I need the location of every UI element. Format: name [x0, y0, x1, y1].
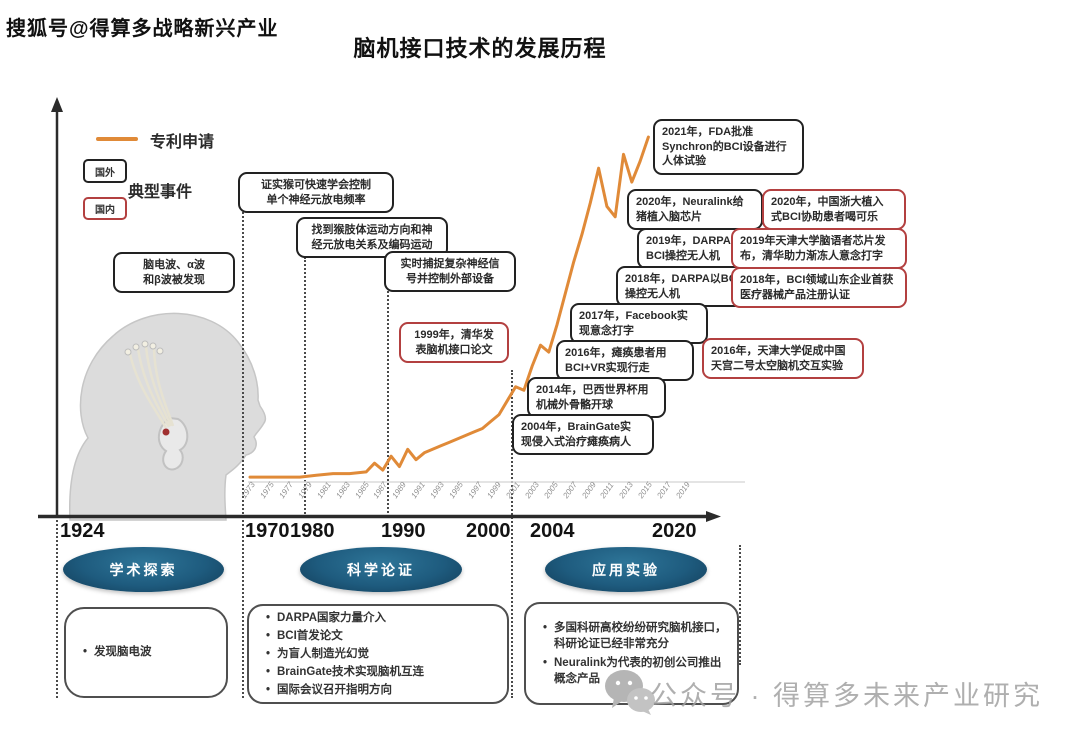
x-axis-minor-label: 1991	[409, 480, 428, 501]
x-axis-minor-label: 1983	[333, 480, 352, 501]
event-box-2004-braingate: 2004年，BrainGate实 现侵入式治疗瘫痪病人	[512, 414, 654, 456]
event-connector	[387, 291, 389, 517]
page-title: 脑机接口技术的发展历程	[353, 36, 607, 61]
event-box-2020-zheda-cola: 2020年，中国浙大植入 式BCI协助患者喝可乐	[762, 189, 906, 231]
summary-bullet: • 国际会议召开指明方向	[265, 684, 392, 697]
phase-ellipse-scientific-verification: 科学论证	[300, 547, 462, 592]
x-axis-major-label: 2000	[466, 520, 511, 542]
phase-divider-1970	[242, 212, 244, 698]
x-axis-minor-label: 2017	[655, 480, 674, 501]
event-box-2018-shandong-certification: 2018年，BCI领域山东企业首获 医疗器械产品注册认证	[731, 267, 907, 309]
phase-divider-1924	[56, 520, 58, 698]
x-axis-minor-label: 1997	[466, 480, 484, 501]
event-box-2016-bci-vr-walking: 2016年，瘫痪患者用 BCI+VR实现行走	[556, 340, 694, 382]
x-axis-minor-label: 1993	[428, 480, 447, 501]
legend-foreign-tag: 国外	[83, 159, 127, 183]
summary-bullet: • 发现脑电波	[82, 646, 152, 659]
event-box-2014-worldcup-exoskeleton: 2014年，巴西世界杯用 机械外骨骼开球	[527, 377, 666, 419]
x-axis-minor-label: 2003	[523, 480, 541, 501]
phase-ellipse-academic-exploration: 学术探索	[63, 547, 224, 592]
x-axis-minor-label: 2005	[542, 480, 560, 501]
event-box-2019-tianjin-braintalker: 2019年天津大学脑语者芯片发 布，清华助力渐冻人意念打字	[731, 228, 907, 270]
event-box-monkey-neuron-control: 证实猴可快速学会控制 单个神经元放电频率	[238, 172, 394, 214]
event-box-brainwave-discovery: 脑电波、α波 和β波被发现	[113, 252, 235, 294]
summary-bullet: • 为盲人制造光幻觉	[265, 647, 369, 660]
phase-divider-2004	[511, 370, 513, 698]
event-box-realtime-signal-capture: 实时捕捉复杂神经信 号并控制外部设备	[384, 251, 516, 293]
x-axis-major-label: 2004	[530, 520, 575, 542]
x-axis-major-label: 2020	[652, 520, 697, 542]
x-axis-major-label: 1924	[60, 520, 105, 542]
phase-ellipse-application-experiment: 应用实验	[545, 547, 707, 592]
x-axis-minor-label: 1977	[277, 480, 295, 501]
summary-box-academic: • 发现脑电波	[64, 607, 228, 698]
x-axis-minor-label: 2009	[579, 480, 598, 501]
event-box-2016-tiangong2: 2016年，天津大学促成中国 天宫二号太空脑机交互实验	[702, 338, 864, 380]
event-connector	[304, 257, 306, 517]
x-axis-minor-label: 1999	[485, 480, 503, 501]
event-box-1999-tsinghua-paper: 1999年，清华发 表脑机接口论文	[399, 322, 509, 364]
watermark-bottom: 公众号 · 得算多未来产业研究	[650, 681, 1043, 711]
y-axis-arrow-icon	[51, 97, 63, 112]
x-axis-minor-label: 1975	[258, 480, 276, 501]
x-axis-minor-label: 2015	[636, 480, 655, 501]
event-box-2017-facebook-typing: 2017年，Facebook实 现意念打字	[570, 303, 708, 345]
summary-bullet: • Neuralink为代表的初创公司推出概念产品	[542, 656, 722, 685]
x-axis-minor-label: 2011	[598, 480, 617, 501]
watermark-top: 搜狐号@得算多战略新兴产业	[6, 18, 279, 40]
legend-patent-label: 专利申请	[150, 134, 215, 151]
summary-bullet: • BCI首发论文	[265, 629, 343, 642]
event-box-2021-fda-synchron: 2021年，FDA批准 Synchron的BCI设备进行 人体试验	[653, 119, 804, 175]
x-axis-minor-label: 1985	[352, 480, 371, 501]
summary-bullet: • BrainGate技术实现脑机互连	[265, 666, 424, 679]
x-axis-minor-label: 2013	[617, 480, 636, 501]
phase-divider-right	[739, 545, 741, 665]
x-axis-minor-label: 2007	[560, 480, 579, 501]
legend-domestic-tag: 国内	[83, 197, 127, 220]
summary-bullet: • DARPA国家力量介入	[265, 611, 387, 624]
x-axis-major-label: 1990	[381, 520, 426, 542]
x-axis-minor-label: 1979	[296, 480, 314, 501]
x-axis-major-label: 1980	[290, 520, 335, 542]
summary-box-scientific: • DARPA国家力量介入 • BCI首发论文 • 为盲人制造光幻觉 • BrainGate技…	[247, 604, 509, 704]
x-axis-minor-label: 2019	[674, 480, 693, 501]
patent-line-legend-swatch	[96, 137, 138, 141]
summary-bullet: • 多国科研高校纷纷研究脑机接口，科研论证已经非常充分	[542, 622, 727, 651]
x-axis-minor-label: 2001	[504, 480, 522, 501]
event-box-2020-neuralink-pig: 2020年，Neuralink给 猪植入脑芯片	[627, 189, 763, 231]
x-axis-minor-label: 1981	[314, 480, 333, 501]
legend-typical-events-label: 典型事件	[128, 184, 193, 201]
x-axis-major-label: 1970	[245, 520, 290, 542]
x-axis-minor-label: 1995	[447, 480, 466, 501]
x-axis-minor-label: 1989	[390, 480, 409, 501]
x-axis-arrow-icon	[706, 511, 721, 522]
